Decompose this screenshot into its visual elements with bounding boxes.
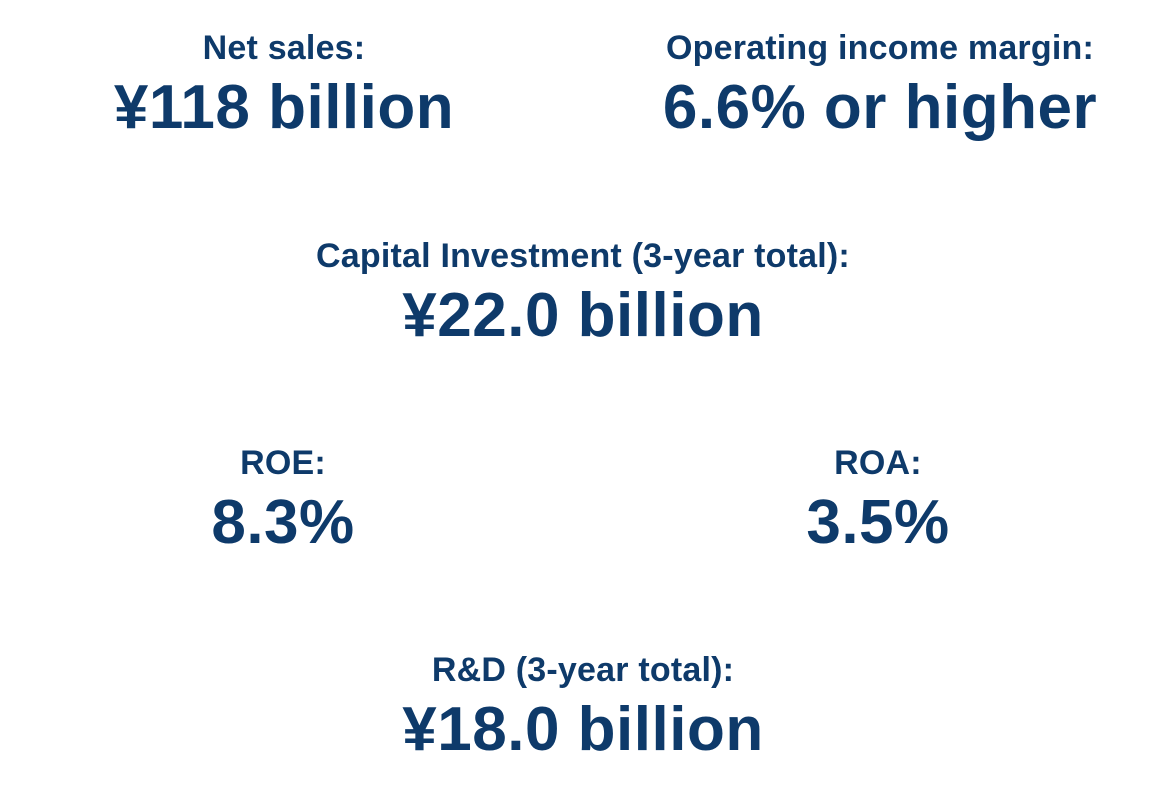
rnd-value: ¥18.0 billion: [402, 695, 764, 764]
operating-income-margin-metric: Operating income margin: 6.6% or higher: [663, 28, 1097, 144]
rnd-metric: R&D (3-year total): ¥18.0 billion: [402, 650, 763, 766]
roa-label: ROA:: [834, 444, 922, 482]
roa-value: 3.5%: [806, 488, 950, 557]
operating-income-margin-label: Operating income margin:: [666, 29, 1094, 67]
capital-investment-value: ¥22.0 billion: [402, 281, 764, 350]
net-sales-label: Net sales:: [202, 29, 366, 67]
roe-label: ROE:: [240, 444, 326, 482]
rnd-label: R&D (3-year total):: [431, 651, 735, 689]
roe-metric: ROE: 8.3%: [211, 443, 354, 559]
net-sales-metric: Net sales: ¥118 billion: [114, 28, 454, 144]
roe-value: 8.3%: [211, 488, 355, 557]
net-sales-value: ¥118 billion: [113, 73, 455, 142]
capital-investment-metric: Capital Investment (3-year total): ¥22.0…: [316, 236, 850, 352]
operating-income-margin-value: 6.6% or higher: [662, 73, 1098, 142]
roa-metric: ROA: 3.5%: [806, 443, 949, 559]
capital-investment-label: Capital Investment (3-year total):: [316, 237, 850, 275]
